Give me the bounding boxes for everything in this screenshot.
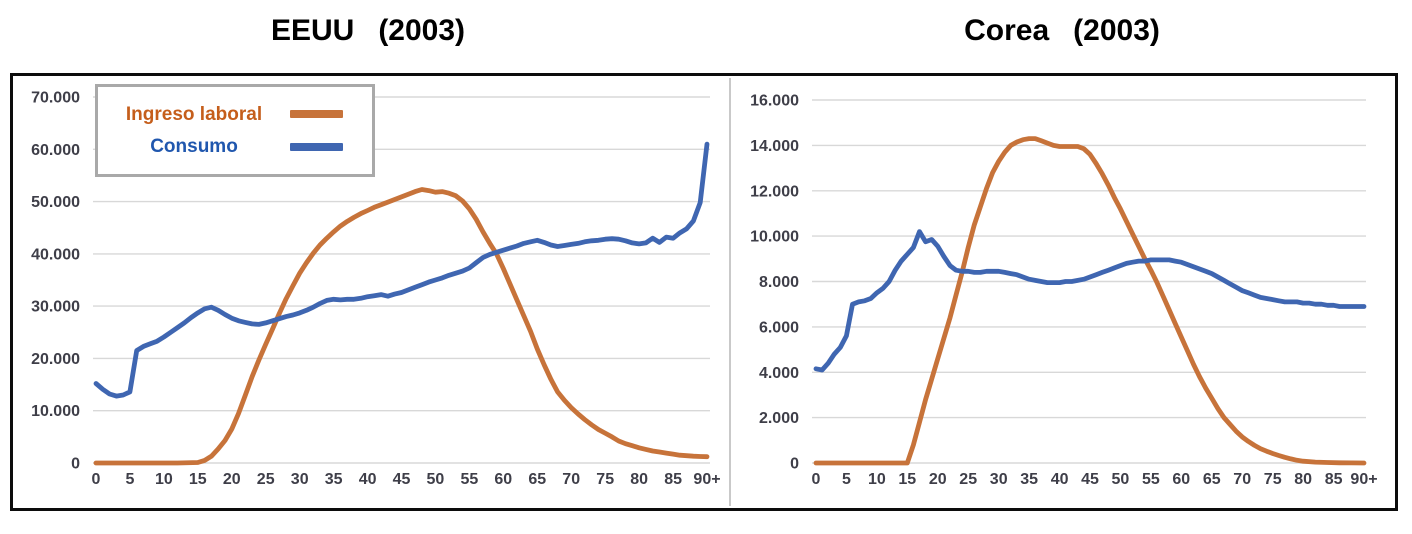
- y-tick-label: 6.000: [759, 319, 799, 336]
- y-tick-label: 50.000: [31, 194, 80, 211]
- legend: Ingreso laboral Consumo: [95, 84, 375, 177]
- legend-swatch-consumo: [290, 142, 343, 151]
- x-tick-label: 60: [494, 471, 512, 488]
- title-year-eeuu: (2003): [378, 14, 466, 47]
- x-tick-label: 90+: [1350, 471, 1377, 488]
- x-tick-label: 70: [1233, 471, 1251, 488]
- y-tick-label: 40.000: [31, 246, 80, 263]
- legend-item-consumo: Consumo: [98, 137, 372, 156]
- series-line-eeuu-ingreso-laboral: [93, 187, 710, 466]
- y-tick-label: 4.000: [759, 365, 799, 382]
- x-tick-label: 50: [427, 471, 445, 488]
- x-tick-label: 25: [959, 471, 977, 488]
- x-tick-label: 80: [1294, 471, 1312, 488]
- x-tick-label: 70: [562, 471, 580, 488]
- x-tick-label: 45: [1081, 471, 1099, 488]
- y-tick-label: 10.000: [31, 403, 80, 420]
- chart-title-eeuu: EEUU (2003): [168, 14, 568, 48]
- x-tick-label: 60: [1172, 471, 1190, 488]
- y-tick-label: 10.000: [750, 229, 799, 246]
- y-tick-label: 8.000: [759, 274, 799, 291]
- y-tick-label: 20.000: [31, 351, 80, 368]
- x-tick-label: 45: [393, 471, 411, 488]
- y-tick-label: 60.000: [31, 142, 80, 159]
- x-tick-label: 0: [812, 471, 821, 488]
- series-line-corea-consumo: [813, 229, 1367, 373]
- y-tick-label: 12.000: [750, 183, 799, 200]
- legend-swatch-ingreso-laboral: [290, 110, 343, 119]
- x-tick-label: 75: [1264, 471, 1282, 488]
- x-tick-label: 90+: [693, 471, 720, 488]
- x-tick-label: 30: [291, 471, 309, 488]
- x-tick-label: 15: [189, 471, 207, 488]
- series-line-eeuu-consumo: [93, 141, 710, 399]
- x-tick-label: 10: [155, 471, 173, 488]
- x-tick-label: 55: [1142, 471, 1160, 488]
- x-tick-label: 75: [596, 471, 614, 488]
- legend-label-ingreso-laboral: Ingreso laboral: [125, 103, 263, 125]
- title-country-eeuu: EEUU: [270, 14, 355, 47]
- x-tick-label: 50: [1112, 471, 1130, 488]
- x-tick-label: 35: [325, 471, 343, 488]
- x-tick-label: 40: [1051, 471, 1069, 488]
- chart-title-corea: Corea (2003): [862, 14, 1262, 48]
- x-tick-label: 20: [223, 471, 241, 488]
- series-line-corea-ingreso-laboral: [813, 136, 1367, 466]
- x-tick-label: 35: [1020, 471, 1038, 488]
- x-tick-label: 0: [92, 471, 101, 488]
- x-tick-label: 55: [461, 471, 479, 488]
- x-tick-label: 85: [1325, 471, 1343, 488]
- y-tick-label: 2.000: [759, 410, 799, 427]
- y-tick-label: 70.000: [31, 90, 80, 107]
- x-tick-label: 25: [257, 471, 275, 488]
- x-tick-label: 5: [125, 471, 134, 488]
- title-country-corea: Corea: [964, 14, 1050, 47]
- y-tick-label: 16.000: [750, 93, 799, 110]
- panel-divider: [729, 78, 731, 506]
- x-tick-label: 85: [664, 471, 682, 488]
- y-tick-label: 0: [71, 456, 80, 473]
- x-tick-label: 5: [842, 471, 851, 488]
- x-tick-label: 65: [528, 471, 546, 488]
- y-tick-label: 0: [790, 456, 799, 473]
- x-tick-label: 65: [1203, 471, 1221, 488]
- legend-item-ingreso-laboral: Ingreso laboral: [98, 105, 372, 124]
- title-year-corea: (2003): [1073, 14, 1160, 47]
- x-tick-label: 80: [630, 471, 648, 488]
- y-tick-label: 14.000: [750, 138, 799, 155]
- x-tick-label: 10: [868, 471, 886, 488]
- x-tick-label: 20: [929, 471, 947, 488]
- x-tick-label: 40: [359, 471, 377, 488]
- x-tick-label: 30: [990, 471, 1008, 488]
- x-tick-label: 15: [898, 471, 916, 488]
- legend-label-consumo: Consumo: [150, 136, 238, 158]
- y-tick-label: 30.000: [31, 299, 80, 316]
